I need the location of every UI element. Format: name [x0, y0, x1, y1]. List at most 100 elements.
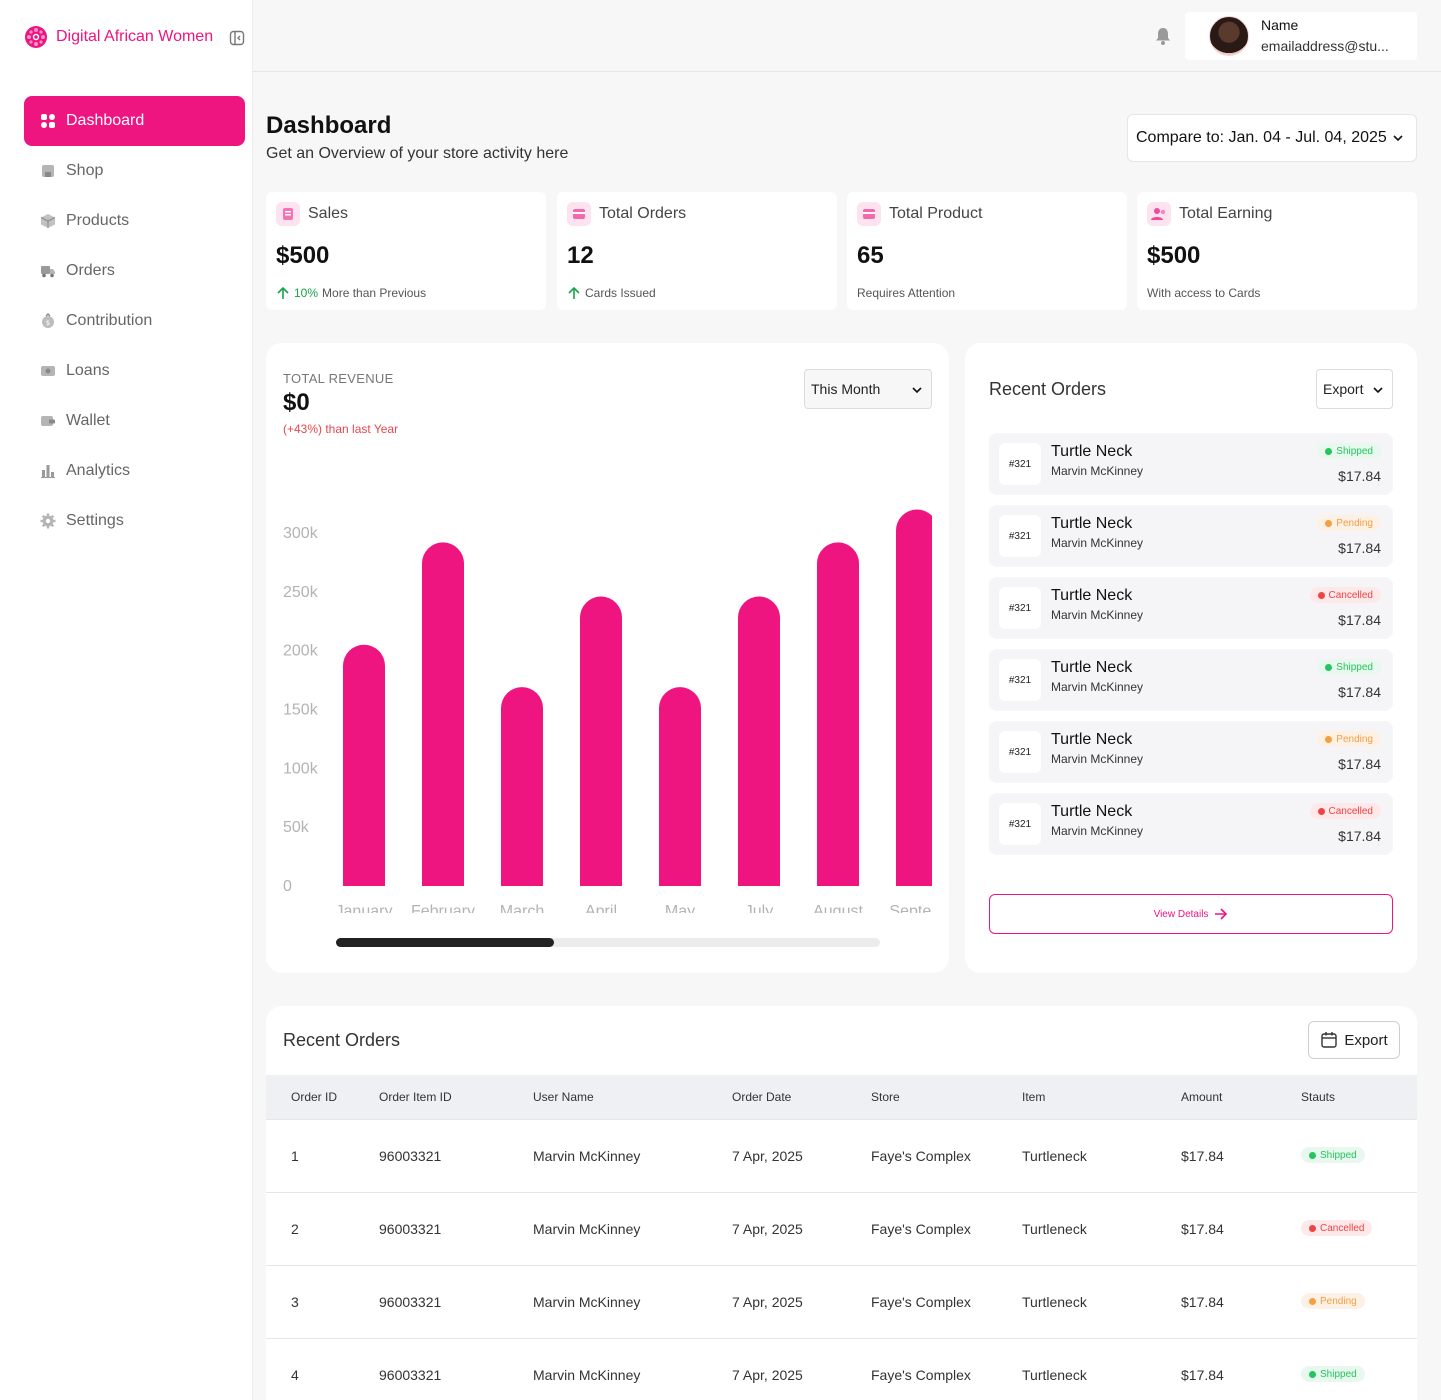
order-customer: Marvin McKinney — [1051, 680, 1144, 694]
settings-icon — [40, 513, 56, 529]
order-product-name: Turtle Neck — [1051, 515, 1133, 532]
table-row[interactable]: 4 96003321 Marvin McKinney 7 Apr, 2025 F… — [266, 1339, 1417, 1400]
bar[interactable] — [422, 542, 464, 886]
page-title: Dashboard — [266, 112, 392, 139]
list-item[interactable]: #321 Turtle Neck Marvin McKinney Pending… — [989, 721, 1393, 783]
order-amount: $17.84 — [1338, 612, 1381, 628]
cell-order-date: 7 Apr, 2025 — [732, 1294, 803, 1310]
sidebar-item-products[interactable]: Products — [24, 196, 245, 246]
export-label: Export — [1344, 1031, 1388, 1049]
y-tick-label: 200k — [283, 643, 319, 660]
compare-date-select[interactable]: Compare to: Jan. 04 - Jul. 04, 2025 — [1127, 114, 1417, 162]
sidebar-item-settings[interactable]: Settings — [24, 496, 245, 546]
order-product-name: Turtle Neck — [1051, 731, 1133, 748]
export-select[interactable]: Export — [1316, 369, 1393, 409]
list-item[interactable]: #321 Turtle Neck Marvin McKinney Cancell… — [989, 793, 1393, 855]
sidebar-item-analytics[interactable]: Analytics — [24, 446, 245, 496]
order-product-name: Turtle Neck — [1051, 659, 1133, 676]
status-badge: Cancelled — [1309, 803, 1381, 819]
column-header[interactable]: Order ID — [291, 1090, 338, 1104]
stat-foot: Requires Attention — [857, 286, 955, 300]
export-label: Export — [1323, 381, 1364, 397]
cell-order-item-id: 96003321 — [379, 1294, 442, 1310]
loans-icon — [41, 366, 55, 376]
products-icon — [40, 214, 56, 228]
bar[interactable] — [659, 687, 701, 886]
status-badge: Shipped — [1317, 659, 1381, 675]
table-row[interactable]: 3 96003321 Marvin McKinney 7 Apr, 2025 F… — [266, 1266, 1417, 1339]
status-badge: Shipped — [1301, 1147, 1365, 1163]
sidebar-item-orders[interactable]: Orders — [24, 246, 245, 296]
cell-order-id: 3 — [291, 1294, 299, 1310]
top-bar: Name emailaddress@stu... — [253, 0, 1441, 72]
cell-item: Turtleneck — [1022, 1221, 1087, 1237]
brand[interactable]: Digital African Women — [24, 25, 213, 49]
stat-card-total-orders: Total Orders 12 Cards Issued — [557, 192, 837, 310]
column-header[interactable]: Stauts — [1301, 1090, 1336, 1104]
column-header[interactable]: User Name — [533, 1090, 594, 1104]
arrow-up-icon — [277, 286, 289, 299]
order-product-name: Turtle Neck — [1051, 587, 1133, 604]
column-header[interactable]: Order Date — [732, 1090, 792, 1104]
cell-order-item-id: 96003321 — [379, 1148, 442, 1164]
sidebar-item-shop[interactable]: Shop — [24, 146, 245, 196]
status-badge: Pending — [1301, 1293, 1365, 1309]
product-card-icon — [857, 202, 881, 226]
table-row[interactable]: 1 96003321 Marvin McKinney 7 Apr, 2025 F… — [266, 1120, 1417, 1193]
stat-card-total-earning: Total Earning $500 With access to Cards — [1137, 192, 1417, 310]
sidebar-item-loans[interactable]: Loans — [24, 346, 245, 396]
status-badge: Pending — [1317, 731, 1381, 747]
list-item[interactable]: #321 Turtle Neck Marvin McKinney Pending… — [989, 505, 1393, 567]
revenue-value: $0 — [283, 389, 310, 416]
sidebar-item-wallet[interactable]: Wallet — [24, 396, 245, 446]
user-email: emailaddress@stu... — [1261, 38, 1389, 54]
list-item[interactable]: #321 Turtle Neck Marvin McKinney Cancell… — [989, 577, 1393, 639]
status-label: Pending — [1320, 1295, 1357, 1307]
column-header[interactable]: Amount — [1181, 1090, 1223, 1104]
bar[interactable] — [817, 542, 859, 886]
export-button[interactable]: Export — [1308, 1021, 1400, 1059]
avatar — [1209, 16, 1249, 56]
cell-store: Faye's Complex — [871, 1221, 971, 1237]
bar[interactable] — [738, 596, 780, 886]
order-customer: Marvin McKinney — [1051, 536, 1144, 550]
svg-text:$: $ — [46, 319, 50, 327]
y-tick-label: 50k — [283, 819, 310, 836]
collapse-sidebar-icon[interactable] — [229, 30, 245, 46]
stat-label: Total Earning — [1179, 205, 1273, 222]
list-item[interactable]: #321 Turtle Neck Marvin McKinney Shipped… — [989, 433, 1393, 495]
period-select[interactable]: This Month — [804, 369, 932, 409]
sidebar-item-contribution[interactable]: $ Contribution — [24, 296, 245, 346]
stat-foot-text: More than Previous — [322, 286, 427, 300]
table-row[interactable]: 2 96003321 Marvin McKinney 7 Apr, 2025 F… — [266, 1193, 1417, 1266]
chart-scrollbar-thumb[interactable] — [336, 938, 554, 947]
bar[interactable] — [896, 509, 938, 886]
column-header[interactable]: Order Item ID — [379, 1090, 452, 1104]
cell-user-name: Marvin McKinney — [533, 1221, 641, 1237]
bar[interactable] — [501, 687, 543, 886]
chevron-down-icon — [1393, 135, 1403, 142]
stat-value: $500 — [276, 242, 330, 269]
stat-label: Total Orders — [599, 205, 687, 222]
notification-bell-icon[interactable] — [1153, 26, 1173, 46]
order-id: #321 — [999, 803, 1041, 845]
order-amount: $17.84 — [1338, 828, 1381, 844]
list-item[interactable]: #321 Turtle Neck Marvin McKinney Shipped… — [989, 649, 1393, 711]
cell-user-name: Marvin McKinney — [533, 1294, 641, 1310]
chevron-down-icon — [912, 387, 922, 394]
bar[interactable] — [343, 644, 385, 886]
chart-scrollbar[interactable] — [336, 938, 880, 947]
bar[interactable] — [580, 596, 622, 886]
column-header[interactable]: Item — [1022, 1090, 1046, 1104]
status-label: Shipped — [1320, 1149, 1357, 1161]
status-badge: Shipped — [1301, 1366, 1365, 1382]
stat-value: 65 — [857, 242, 884, 269]
view-details-button[interactable]: View Details — [989, 894, 1393, 934]
sidebar-item-dashboard[interactable]: Dashboard — [24, 96, 245, 146]
cell-order-item-id: 96003321 — [379, 1367, 442, 1383]
table-header: Order ID Order Item ID User Name Order D… — [266, 1075, 1417, 1120]
analytics-icon — [41, 465, 55, 478]
cell-amount: $17.84 — [1181, 1367, 1224, 1383]
column-header[interactable]: Store — [871, 1090, 900, 1104]
user-profile[interactable]: Name emailaddress@stu... — [1185, 12, 1417, 60]
